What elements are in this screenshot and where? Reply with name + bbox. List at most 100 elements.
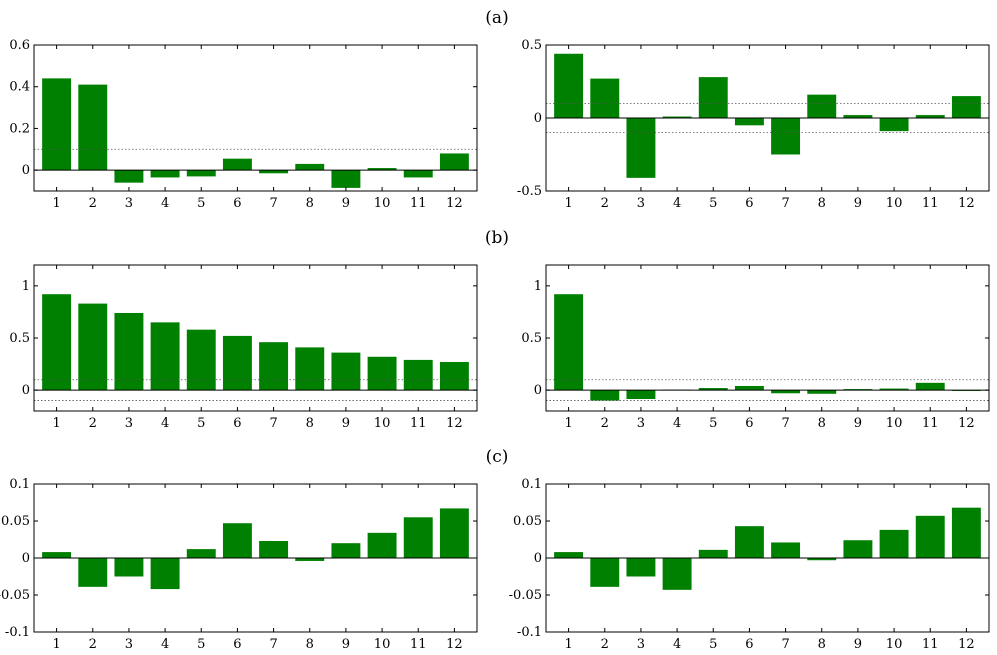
panel-a-left-bar-9: [331, 170, 361, 188]
panel-a-right-xtick-label-9: 9: [854, 196, 862, 211]
panel-a-left-xtick-label-3: 3: [125, 196, 133, 211]
panel-b-right-xtick-label-1: 1: [564, 416, 572, 431]
panel-b-left-xtick-label-10: 10: [374, 416, 391, 431]
panel-a-right-xtick-label-12: 12: [958, 196, 975, 211]
panel-b-left-xtick-label-8: 8: [306, 416, 314, 431]
panel-c-left-ytick-label-3: 0.05: [1, 514, 30, 529]
panel-c-right-xtick-label-7: 7: [781, 637, 789, 652]
panel-b-right-ytick-label-0: 0: [534, 383, 542, 398]
panel-c-right-bar-3: [626, 558, 656, 577]
panel-a-right-bar-4: [662, 116, 692, 118]
panel-a-left-xtick-label-10: 10: [374, 196, 391, 211]
panel-b-right-bar-5: [698, 388, 728, 391]
panel-a-right-ytick-label-1: 0: [534, 111, 542, 126]
panel-c-right-xtick-label-5: 5: [709, 637, 717, 652]
panel-a-right-xtick-label-6: 6: [745, 196, 753, 211]
panel-a-left-bar-8: [295, 163, 325, 171]
panel-a-right-xtick-label-3: 3: [637, 196, 645, 211]
panel-a-left-ytick-label-0: 0: [22, 163, 30, 178]
panel-a-left-bar-12: [439, 153, 469, 171]
panel-b-left-bar-4: [150, 322, 180, 391]
panel-b-right-bar-7: [771, 390, 801, 394]
panel-b-right-xtick-label-2: 2: [601, 416, 609, 431]
panel-a-left-xtick-label-11: 11: [410, 196, 427, 211]
panel-a-right-bar-7: [771, 118, 801, 155]
panel-c-right-bar-12: [951, 507, 981, 558]
panel-a-left-bar-2: [78, 84, 108, 171]
panel-a-left-bar-1: [42, 78, 72, 171]
panel-a-left-frame: [33, 44, 478, 192]
panel-b-right-xtick-label-3: 3: [637, 416, 645, 431]
panel-c-right-xtick-label-2: 2: [601, 637, 609, 652]
panel-a-left-xtick-label-7: 7: [269, 196, 277, 211]
panel-b-left-xtick-label-12: 12: [446, 416, 463, 431]
row-label-b: (b): [485, 228, 509, 248]
panel-c-right-bar-11: [915, 515, 945, 558]
panel-a-left-xtick-label-12: 12: [446, 196, 463, 211]
panel-c-left-xtick-label-1: 1: [52, 637, 60, 652]
panel-a-right-ytick-label-0: -0.5: [517, 184, 542, 199]
panel-b-right-bar-9: [843, 389, 873, 391]
panel-c-left-xtick-label-10: 10: [374, 637, 391, 652]
panel-c-left-ytick-label-1: -0.05: [0, 588, 30, 603]
panel-c-left-xtick-label-12: 12: [446, 637, 463, 652]
panel-a-right-xtick-label-5: 5: [709, 196, 717, 211]
panel-b-left-ytick-label-2: 1: [22, 279, 30, 294]
panel-b-left-ytick-label-0: 0: [22, 383, 30, 398]
panel-b-left-bar-8: [295, 347, 325, 391]
panel-c-right-ytick-label-4: 0.1: [521, 477, 542, 492]
panel-c-left-bar-4: [150, 558, 180, 590]
panel-b-right-xtick-label-12: 12: [958, 416, 975, 431]
panel-c-right-xtick-label-4: 4: [673, 637, 681, 652]
panel-a-left-ytick-label-1: 0.2: [9, 121, 30, 136]
panel-a-left-ytick-label-3: 0.6: [9, 38, 30, 53]
panel-c-right-bar-6: [734, 526, 764, 558]
panel-a-left-bar-7: [259, 170, 289, 174]
panel-b-right-xtick-label-11: 11: [922, 416, 939, 431]
panel-b-right-bar-11: [915, 382, 945, 391]
panel-c-left-xtick-label-11: 11: [410, 637, 427, 652]
panel-a-right-bar-3: [626, 118, 656, 178]
panel-c-right-bar-7: [771, 542, 801, 558]
panel-c-right-xtick-label-1: 1: [564, 637, 572, 652]
panel-b-left-xtick-label-3: 3: [125, 416, 133, 431]
panel-c-left-bar-5: [186, 549, 216, 558]
panel-b-left-xtick-label-2: 2: [89, 416, 97, 431]
panel-c-left-bar-12: [439, 508, 469, 558]
panel-a-left-ytick-label-2: 0.4: [9, 80, 30, 95]
panel-a-left: 00.20.40.61 2 3 4 5 6 7 8 9 10 11 12: [9, 38, 478, 211]
panel-b-right-ytick-label-2: 1: [534, 279, 542, 294]
panel-b-left-bar-9: [331, 352, 361, 391]
panel-c-right-bar-8: [807, 558, 837, 561]
panel-b-right-ytick-label-1: 0.5: [521, 331, 542, 346]
panel-a-left-xtick-label-2: 2: [89, 196, 97, 211]
panel-b-right-bar-10: [879, 388, 909, 391]
panel-c-left-xtick-label-9: 9: [342, 637, 350, 652]
panel-c-left-bar-2: [78, 558, 108, 587]
panel-c-left-xtick-label-2: 2: [89, 637, 97, 652]
panel-c-left-xtick-label-3: 3: [125, 637, 133, 652]
panel-c-right-ytick-label-2: 0: [534, 551, 542, 566]
panel-a-left-bar-3: [114, 170, 144, 183]
panel-b-right-bar-8: [807, 390, 837, 394]
panel-a-right-xtick-label-1: 1: [564, 196, 572, 211]
panel-a-right-xtick-label-2: 2: [601, 196, 609, 211]
panel-c-right-bar-2: [590, 558, 620, 587]
panel-b-right-xtick-label-6: 6: [745, 416, 753, 431]
panel-c-left-bar-9: [331, 543, 361, 558]
panel-b-left-bar-1: [42, 294, 72, 391]
panel-b-left-bar-12: [439, 361, 469, 391]
panel-a-right: -0.500.51 2 3 4 5 6 7 8 9 10 11 12: [517, 38, 990, 211]
panel-b-right-xtick-label-5: 5: [709, 416, 717, 431]
chart-panels: 00.20.40.61 2 3 4 5 6 7 8 9 10 11 12-0.500.51 2 3 4 5 6 7…: [0, 38, 990, 652]
panel-c-left-xtick-label-6: 6: [233, 637, 241, 652]
panel-a-right-bar-10: [879, 118, 909, 132]
panel-a-right-ytick-label-2: 0.5: [521, 38, 542, 53]
panel-a-right-bar-9: [843, 115, 873, 118]
panel-b-left-bar-2: [78, 303, 108, 391]
panel-a-right-bar-2: [590, 78, 620, 118]
panel-c-left-ytick-label-2: 0: [22, 551, 30, 566]
panel-a-right-bar-5: [698, 77, 728, 118]
